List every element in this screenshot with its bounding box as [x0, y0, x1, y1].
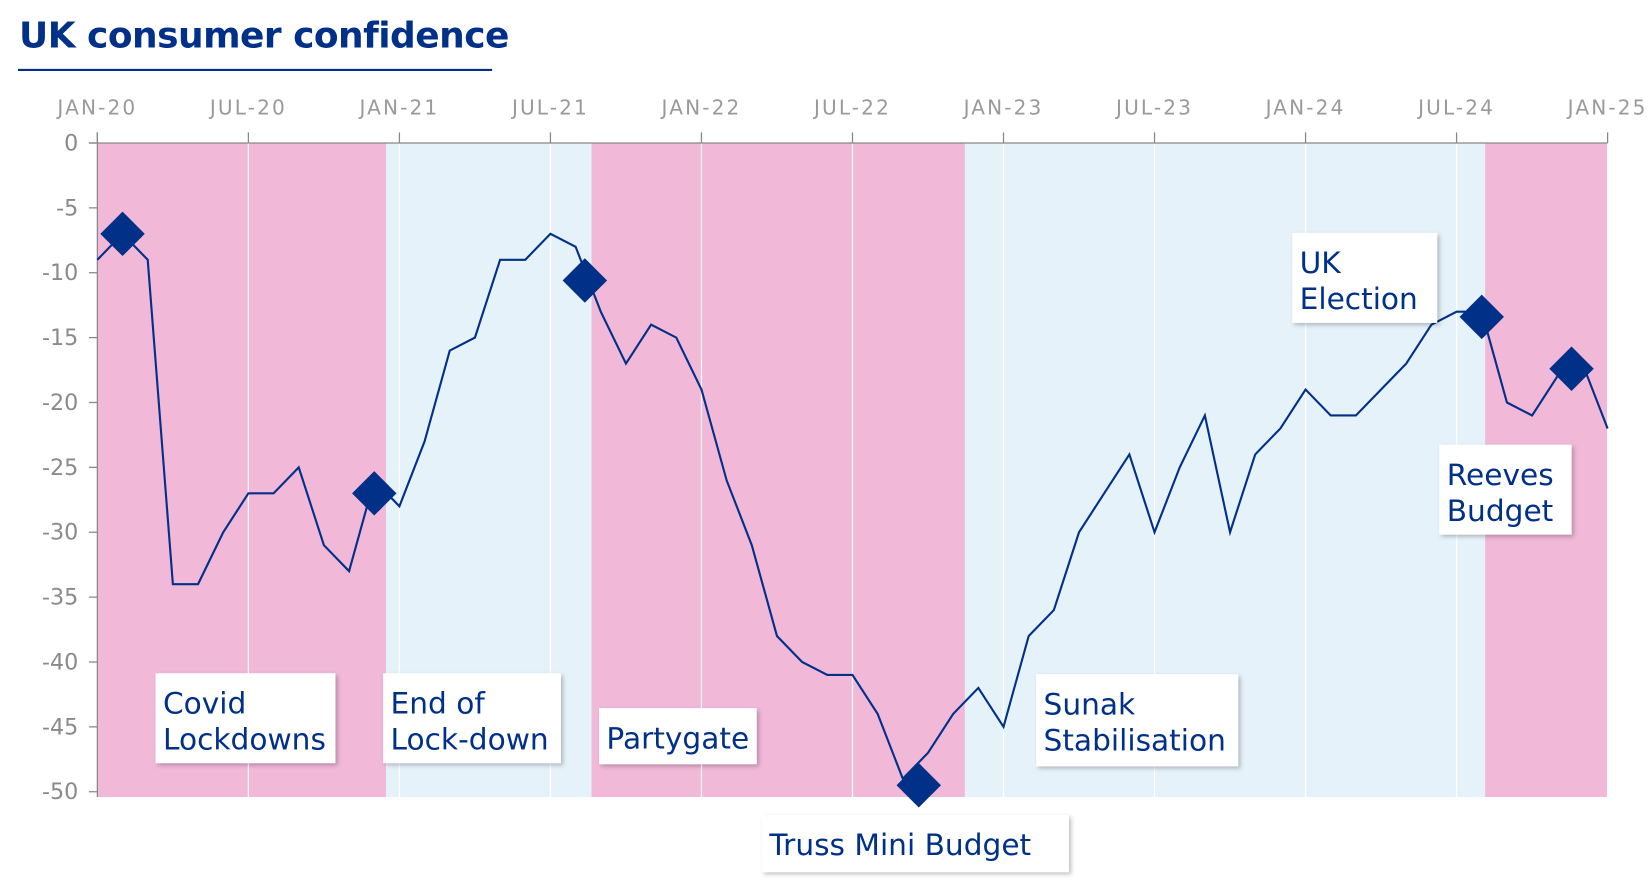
- annotation-truss-mini-budget: Truss Mini Budget: [762, 815, 1069, 873]
- x-tick-label: JUL-23: [1114, 95, 1193, 119]
- annotation-text: Covid: [163, 685, 246, 720]
- x-tick-label: JAN-24: [1264, 95, 1346, 119]
- chart-title: UK consumer confidence: [19, 16, 509, 57]
- y-tick-label: -45: [42, 714, 78, 740]
- annotation-text: Sunak: [1044, 686, 1137, 721]
- series-line: [96, 232, 1609, 781]
- annotation-box: [762, 815, 1069, 873]
- x-tick-label: JAN-22: [660, 95, 742, 119]
- x-tick-label: JUL-20: [208, 95, 287, 119]
- annotation-text: UK: [1300, 245, 1343, 280]
- event-marker-diamond: [352, 471, 397, 516]
- annotation-box: [1439, 444, 1572, 535]
- annotation-partygate: Partygate: [599, 708, 757, 765]
- annotation-box: [383, 673, 561, 764]
- annotation-text: Stabilisation: [1044, 722, 1226, 757]
- y-tick-label: -50: [42, 779, 78, 805]
- annotation-text: Lockdowns: [163, 721, 326, 756]
- y-tick-label: -15: [42, 325, 78, 351]
- event-marker-diamond: [562, 258, 608, 303]
- x-tick-label: JUL-21: [510, 95, 589, 119]
- event-marker-diamond: [100, 211, 145, 257]
- y-tick-label: -20: [42, 390, 78, 416]
- y-tick-label: -5: [56, 195, 78, 221]
- x-tick-label: JUL-22: [812, 95, 891, 119]
- x-tick-label: JAN-25: [1566, 95, 1648, 119]
- y-tick-label: -30: [42, 520, 78, 546]
- y-tick-label: -10: [42, 260, 78, 286]
- annotation-text: Reeves: [1447, 457, 1554, 492]
- axes: JAN-20 JUL-20 JAN-21 JUL-21 JAN-22 JUL-22 JAN-…: [42, 95, 1648, 805]
- annotation-text: Truss Mini Budget: [768, 827, 1031, 862]
- annotation-box: [1292, 232, 1438, 323]
- x-tick-label: JAN-23: [962, 95, 1044, 119]
- annotation-text: Budget: [1447, 493, 1554, 528]
- annotation-box: [1036, 674, 1239, 767]
- y-tick-label: -35: [42, 585, 78, 611]
- annotation-text: Election: [1300, 281, 1418, 316]
- annotation-box: [599, 708, 757, 765]
- annotation-text: Partygate: [606, 720, 749, 755]
- x-tick-label: JAN-20: [55, 95, 137, 119]
- x-tick-label: JUL-24: [1416, 95, 1495, 119]
- annotation-text: End of: [391, 685, 486, 720]
- x-tick-label: JAN-21: [357, 95, 439, 119]
- period-band: [591, 142, 965, 798]
- annotation-box: [155, 673, 336, 764]
- y-tick-label: -40: [42, 649, 78, 675]
- y-tick-label: -25: [42, 455, 78, 481]
- annotation-text: Lock-down: [391, 721, 549, 756]
- y-tick-label: 0: [64, 130, 78, 156]
